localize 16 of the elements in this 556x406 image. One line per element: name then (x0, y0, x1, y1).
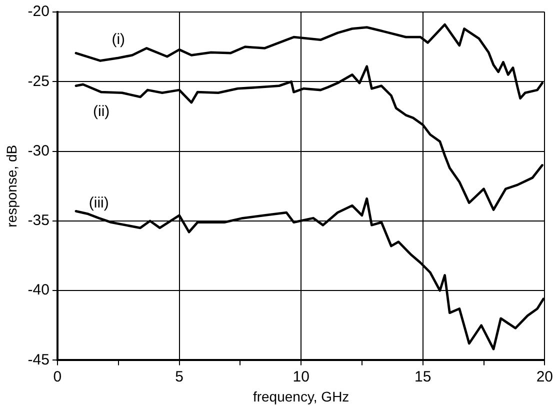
x-tick-label: 5 (175, 368, 184, 386)
x-tick-label: 0 (53, 368, 62, 386)
series-label: (iii) (88, 194, 109, 212)
y-tick-label: -45 (28, 351, 50, 368)
y-tick-label: -40 (28, 282, 50, 299)
x-tick-label: 10 (292, 368, 310, 386)
x-tick-label: 15 (414, 368, 432, 386)
y-axis-title: response, dB (3, 144, 20, 228)
y-tick-label: -20 (28, 3, 50, 20)
x-tick-label: 20 (536, 368, 553, 386)
y-tick-label: -25 (28, 72, 50, 90)
y-tick-label: -30 (28, 142, 50, 160)
series-label: (i) (112, 31, 126, 48)
series-label: (ii) (93, 103, 110, 120)
x-axis-title: frequency, GHz (252, 388, 350, 404)
y-tick-label: -35 (28, 212, 50, 230)
